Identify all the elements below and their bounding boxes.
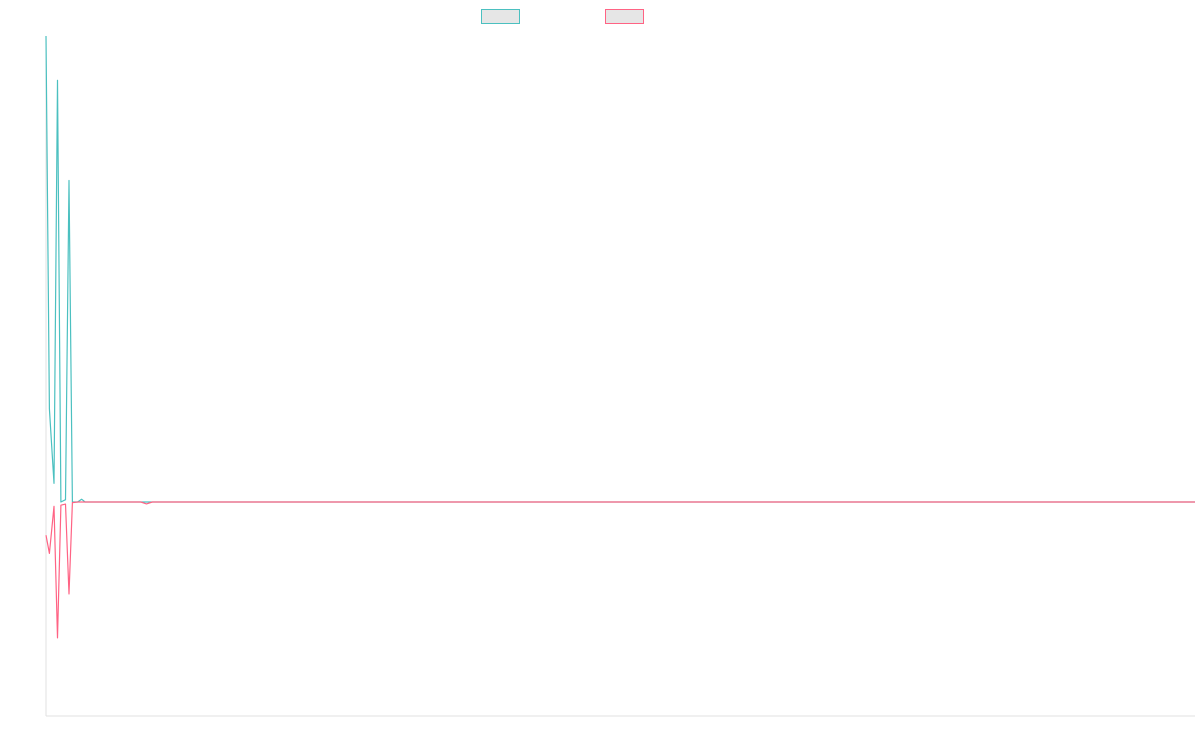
- legend-swatch-series-2[interactable]: [605, 9, 644, 24]
- series-line-2[interactable]: [45, 501, 1195, 639]
- series-layer: [45, 35, 1195, 639]
- legend-swatch-series-1[interactable]: [481, 9, 520, 24]
- series-line-1[interactable]: [45, 35, 1195, 503]
